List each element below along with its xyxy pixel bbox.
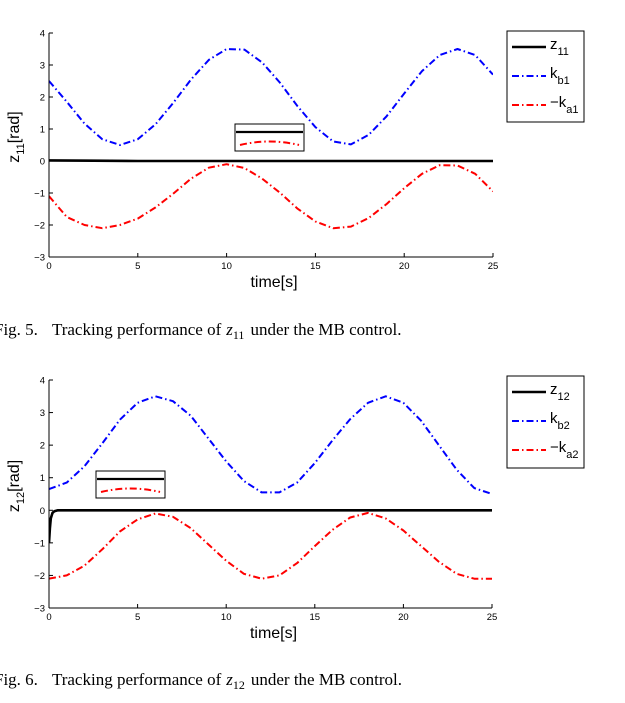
plot-area	[49, 48, 493, 230]
y-tick-label: −3	[34, 604, 45, 615]
legend-label-sub: a1	[566, 104, 578, 116]
series-line-a1	[49, 163, 493, 230]
legend-label-12: z12	[550, 381, 570, 403]
legend-label-main: z	[550, 36, 558, 53]
y-tick-label: −1	[34, 538, 45, 549]
y-tick-label: −2	[34, 221, 45, 232]
caption-prefix: Fig. 6.	[0, 670, 38, 689]
inset-box	[234, 123, 305, 152]
legend-label-sub: b2	[558, 420, 570, 432]
series-line-a2	[49, 511, 492, 580]
x-tick-label: 5	[135, 261, 140, 272]
legend-label-b2: kb2	[550, 410, 570, 432]
caption-var: z	[225, 320, 233, 339]
y-tick-label: 4	[40, 376, 45, 387]
y-axis-label: z11[rad]	[6, 111, 27, 162]
series-line-b2	[49, 395, 492, 495]
caption-var: z	[225, 670, 233, 689]
y-tick-label: 1	[40, 473, 45, 484]
y-tick-label: 4	[40, 29, 45, 40]
legend-label-11: z11	[550, 36, 569, 58]
legend-label-sub: 12	[558, 391, 570, 403]
y-axis-label-sub: 12	[15, 492, 27, 504]
y-tick-label: 3	[40, 61, 45, 72]
plot-area	[49, 395, 492, 580]
legend-label-a2: −ka2	[550, 439, 579, 461]
series-line-11	[49, 159, 493, 163]
legend-label-sub: 11	[558, 46, 569, 58]
caption-prefix: Fig. 5.	[0, 320, 38, 339]
inset-frame	[234, 123, 305, 152]
y-tick-label: −3	[34, 253, 45, 264]
x-tick-label: 20	[399, 261, 410, 272]
x-tick-label: 5	[135, 612, 140, 623]
x-tick-label: 0	[46, 261, 51, 272]
chart-1: 0 5 10 15 20 25−3−2−101234time[s]z11[rad]z11k…	[0, 29, 585, 342]
x-tick-label: 20	[398, 612, 409, 623]
x-tick-label: 10	[221, 612, 232, 623]
x-axis-label: time[s]	[250, 625, 297, 642]
legend-label-main: −k	[550, 94, 567, 111]
x-tick-label: 15	[310, 261, 321, 272]
y-tick-label: 0	[40, 506, 45, 517]
caption-text-after: under the MB control.	[251, 670, 402, 689]
x-tick-label: 0	[46, 612, 51, 623]
legend-label-main: k	[550, 410, 558, 427]
y-tick-label: 2	[40, 93, 45, 104]
legend-label-b1: kb1	[550, 65, 570, 87]
chart-2: 0 5 10 15 20 25−3−2−101234time[s]z12[rad]z12k…	[0, 375, 585, 692]
y-axis-label: z12[rad]	[6, 460, 27, 512]
y-axis-label-unit: [rad]	[6, 460, 23, 492]
x-tick-label: 10	[221, 261, 232, 272]
legend-label-sub: b1	[558, 75, 570, 87]
legend-label-sub: a2	[566, 449, 578, 461]
x-axis-label: time[s]	[250, 274, 297, 291]
caption-sub: 11	[233, 328, 245, 342]
y-tick-label: −1	[34, 189, 45, 200]
y-axis-label-var: z	[6, 504, 23, 512]
y-axis-label-sub: 11	[15, 143, 27, 154]
caption-sub: 12	[233, 678, 245, 692]
y-tick-label: 3	[40, 408, 45, 419]
x-tick-label: 15	[310, 612, 321, 623]
caption-text-before: Tracking performance of	[52, 320, 222, 339]
x-tick-label: 25	[487, 612, 498, 623]
inset-frame	[95, 470, 166, 499]
legend-label-main: −k	[550, 439, 567, 456]
x-tick-label: 25	[488, 261, 499, 272]
y-tick-label: 0	[40, 157, 45, 168]
y-axis-label-var: z	[6, 155, 23, 163]
legend-label-main: z	[550, 381, 558, 398]
caption-text-after: under the MB control.	[250, 320, 401, 339]
legend-label-main: k	[550, 65, 558, 82]
y-tick-label: −2	[34, 571, 45, 582]
y-axis-label-unit: [rad]	[6, 111, 23, 143]
legend-label-a1: −ka1	[550, 94, 579, 116]
caption-text-before: Tracking performance of	[52, 670, 222, 689]
inset-ka-curve	[239, 140, 300, 146]
y-tick-label: 2	[40, 441, 45, 452]
inset-ka-curve	[100, 487, 161, 493]
series-line-12	[49, 509, 492, 543]
y-tick-label: 1	[40, 125, 45, 136]
inset-box	[95, 470, 166, 499]
